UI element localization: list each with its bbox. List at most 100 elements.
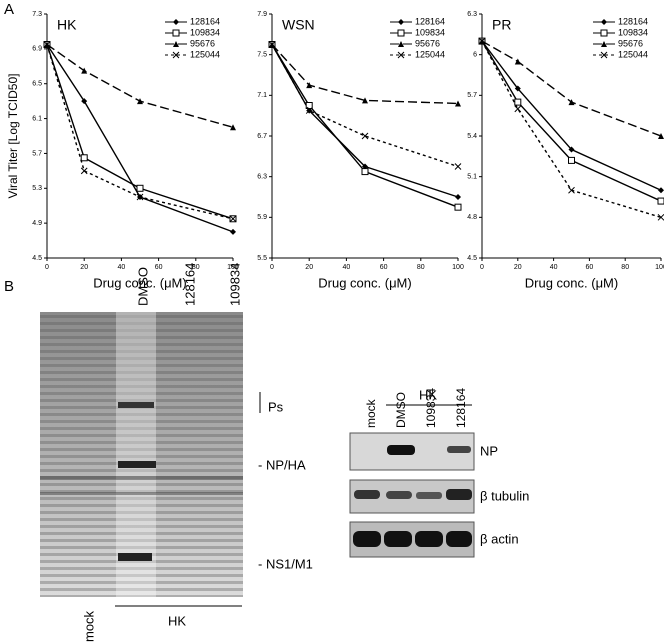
series-line — [271, 44, 459, 208]
legend-marker — [397, 29, 405, 37]
legend-marker — [172, 29, 180, 37]
legend-marker — [173, 41, 179, 47]
y-tick-label: 5.4 — [467, 133, 477, 140]
legend-label: 125044 — [190, 49, 220, 59]
x-tick-label: 20 — [80, 264, 88, 271]
marker — [514, 58, 521, 65]
legend-label: 128164 — [618, 16, 648, 26]
lane-label: DMSO — [135, 267, 150, 306]
legend-marker — [601, 19, 607, 25]
series-line — [46, 44, 234, 220]
series-line — [271, 44, 459, 105]
marker — [230, 228, 236, 235]
series-line — [271, 44, 459, 168]
series-line — [481, 40, 662, 219]
y-tick-label: 6.7 — [257, 133, 267, 140]
row-label: β tubulin — [480, 488, 529, 503]
marker — [43, 41, 51, 48]
lane-label: 128164 — [454, 388, 468, 428]
legend-marker — [601, 41, 607, 47]
lane-label: 109834 — [424, 388, 438, 428]
legend-label: 109834 — [415, 27, 445, 37]
y-tick-label: 7.3 — [32, 11, 42, 18]
series-line — [481, 40, 662, 202]
gel-marker: Ps — [268, 399, 284, 414]
legend-marker — [173, 19, 179, 25]
x-tick-label: 0 — [45, 264, 49, 271]
y-tick-label: 4.5 — [32, 255, 42, 262]
y-tick-label: 5.1 — [467, 174, 477, 181]
x-tick-label: 60 — [155, 264, 163, 271]
charts: 4.54.95.35.76.16.56.97.30 20 40 60 80 100Drug… — [6, 11, 664, 290]
y-tick-label: 4.9 — [32, 220, 42, 227]
marker — [136, 184, 144, 192]
marker — [361, 168, 369, 176]
marker — [657, 197, 664, 205]
legend-label: 109834 — [190, 27, 220, 37]
marker — [80, 167, 88, 175]
legend-label: 128164 — [415, 16, 445, 26]
marker — [362, 97, 368, 104]
legend-label: 95676 — [415, 38, 440, 48]
marker — [455, 100, 461, 107]
marker — [568, 99, 575, 106]
group-label: HK — [419, 387, 437, 402]
marker — [454, 203, 462, 211]
marker — [362, 163, 368, 170]
x-tick-label: 100 — [655, 264, 664, 271]
series-line — [46, 43, 234, 128]
x-tick-label: 40 — [343, 264, 351, 271]
x-tick-label: 60 — [380, 264, 388, 271]
y-tick-label: 7.1 — [257, 92, 267, 99]
lane-label: DMSO — [394, 392, 408, 428]
marker — [514, 85, 521, 92]
legend-label: 95676 — [190, 38, 215, 48]
marker — [81, 98, 88, 105]
x-tick-label: 40 — [550, 264, 558, 271]
gel-marker: - NP/HA — [258, 457, 306, 472]
row-label: β actin — [480, 531, 519, 546]
panel-label: A — [4, 1, 14, 18]
y-tick-label: 6.9 — [32, 46, 42, 53]
y-tick-label: 7.9 — [257, 11, 267, 18]
marker — [568, 186, 575, 194]
marker — [454, 163, 462, 170]
y-tick-label: 5.7 — [467, 92, 477, 99]
y-tick-label: 6.3 — [257, 174, 267, 181]
marker — [658, 187, 664, 194]
legend-marker — [600, 29, 608, 37]
marker — [306, 82, 313, 89]
y-tick-label: 4.8 — [467, 214, 477, 221]
legend-marker — [398, 41, 404, 47]
x-tick-label: 80 — [192, 264, 200, 271]
gel-marker: - NS1/M1 — [258, 556, 313, 571]
marker — [657, 213, 664, 221]
x-tick-label: 100 — [452, 264, 464, 271]
marker — [137, 98, 143, 105]
lane-label: mock — [81, 610, 96, 642]
lane-label: 128164 — [182, 263, 197, 306]
x-tick-label: 20 — [514, 264, 522, 271]
legend-label: 125044 — [618, 49, 648, 59]
marker — [514, 98, 522, 106]
marker — [568, 146, 575, 153]
y-tick-label: 5.7 — [32, 150, 42, 157]
marker — [230, 124, 236, 131]
x-tick-label: 80 — [621, 264, 629, 271]
legend-marker — [600, 51, 608, 59]
x-tick-label: 0 — [270, 264, 274, 271]
marker — [229, 215, 237, 223]
x-tick-label: 60 — [586, 264, 594, 271]
series-line — [46, 44, 234, 220]
x-tick-label: 20 — [305, 264, 313, 271]
chart-title: WSN — [282, 17, 315, 33]
marker — [658, 133, 664, 139]
marker — [305, 102, 313, 109]
row-label: NP — [480, 443, 498, 458]
marker — [455, 194, 461, 200]
lane-label: 109834 — [227, 263, 242, 306]
x-tick-label: 80 — [417, 264, 425, 271]
legend-label: 95676 — [618, 38, 643, 48]
legend-label: 109834 — [618, 27, 648, 37]
